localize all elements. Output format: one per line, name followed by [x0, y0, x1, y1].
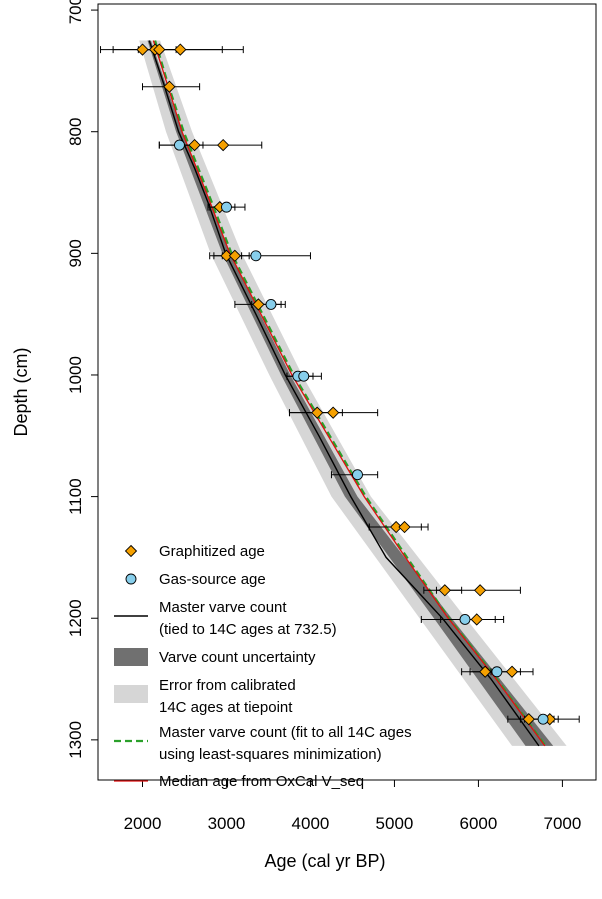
graphitized-age-point — [311, 406, 324, 419]
legend-label: Varve count uncertainty — [159, 649, 316, 666]
y-tick-label: 1200 — [66, 599, 85, 637]
x-tick-label: 3000 — [208, 814, 246, 833]
least-squares-fit-line — [154, 40, 547, 747]
x-tick-label: 6000 — [460, 814, 498, 833]
legend-dark-band-icon — [114, 648, 148, 666]
legend-label: Gas-source age — [159, 571, 266, 588]
legend-circle-icon — [125, 573, 137, 585]
gas-source-age-point — [298, 370, 310, 382]
legend-label: 14C ages at tiepoint — [159, 699, 293, 716]
y-tick-label: 1100 — [66, 478, 85, 515]
graphitized-age-point — [188, 138, 201, 152]
gas-source-age-point — [265, 298, 277, 310]
gas-source-age-point — [250, 250, 262, 262]
calibrated-error-band — [139, 40, 567, 746]
graphitized-age-point — [522, 713, 535, 726]
oxcal-median-line — [152, 40, 546, 747]
gas-source-age-point — [352, 469, 363, 481]
legend-diamond-icon — [124, 544, 138, 558]
graphitized-age-point — [505, 665, 519, 678]
x-axis-ticks: 2000 3000 4000 5000 6000 7000 — [124, 780, 581, 833]
graphitized-age-point — [327, 406, 340, 419]
y-tick-label: 1300 — [66, 721, 85, 759]
legend-label: Master varve count — [159, 599, 287, 616]
y-tick-label: 900 — [66, 239, 85, 267]
legend-label: Graphitized age — [159, 543, 265, 560]
graphitized-age-point — [216, 138, 230, 152]
graphitized-age-point — [252, 298, 265, 311]
gas-source-age-point — [459, 613, 471, 625]
legend-label: Error from calibrated — [159, 677, 296, 694]
graphitized-age-point — [153, 43, 166, 56]
gas-source-age-point — [537, 713, 549, 725]
gas-source-age-point — [174, 139, 185, 151]
x-tick-label: 5000 — [376, 814, 414, 833]
graphitized-age-point — [174, 43, 187, 56]
legend-label: Master varve count (fit to all 14C ages — [159, 724, 412, 741]
x-axis-title: Age (cal yr BP) — [264, 851, 385, 871]
y-tick-label: 800 — [66, 118, 85, 146]
y-tick-label: 700 — [66, 0, 85, 24]
graphitized-age-point — [228, 249, 242, 262]
graphitized-age-point — [220, 249, 233, 262]
x-tick-label: 2000 — [124, 814, 162, 833]
x-tick-label: 7000 — [543, 814, 581, 833]
model-lines — [148, 40, 547, 747]
gas-source-age-point — [221, 201, 232, 213]
uncertainty-bands — [139, 40, 567, 746]
graphitized-age-point — [389, 520, 403, 534]
gas-source-age-point — [491, 666, 503, 678]
varve-uncertainty-band — [147, 40, 554, 746]
master-varve-count-line — [148, 40, 540, 747]
legend-label: (tied to 14C ages at 732.5) — [159, 621, 337, 638]
graphitized-age-point — [398, 520, 411, 534]
x-tick-label: 4000 — [292, 814, 330, 833]
legend-light-band-icon — [114, 685, 148, 703]
graphitized-age-point — [136, 43, 149, 56]
graphitized-age-point — [438, 584, 451, 597]
graphitized-age-point — [479, 665, 492, 678]
graphitized-age-point — [163, 80, 176, 93]
plot-frame — [97, 3, 597, 781]
graphitized-age-point — [473, 584, 487, 597]
y-axis-ticks: 700 800 900 1000 1100 1200 1300 — [66, 0, 98, 759]
graphitized-age-point — [470, 613, 483, 626]
y-tick-label: 1000 — [66, 356, 85, 394]
legend-label: Median age from OxCal V_seq — [159, 773, 364, 790]
legend: Graphitized age Gas-source age Master varv… — [114, 543, 412, 790]
legend-label: using least-squares minimization) — [159, 746, 382, 763]
data-points — [136, 43, 556, 726]
y-axis-title: Depth (cm) — [11, 347, 31, 436]
